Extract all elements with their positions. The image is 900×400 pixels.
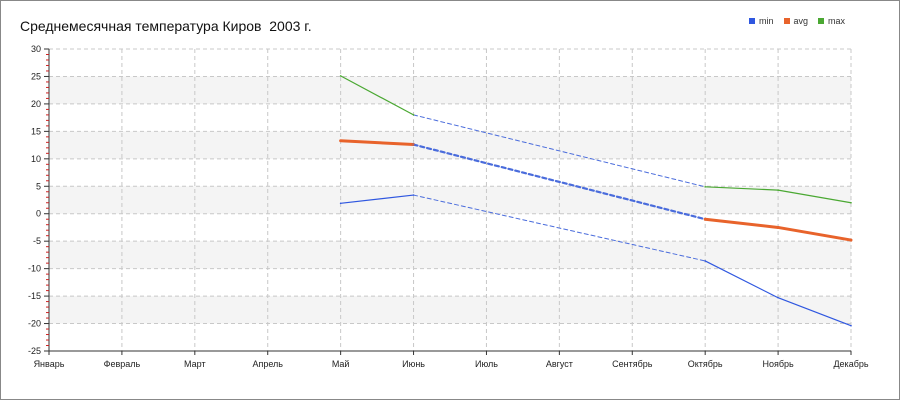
legend-label-avg: avg bbox=[793, 16, 809, 26]
x-tick-label: Октябрь bbox=[688, 359, 723, 369]
series-max-point bbox=[704, 186, 706, 188]
x-tick-label: Июнь bbox=[402, 359, 425, 369]
x-tick-label: Март bbox=[184, 359, 206, 369]
series-max-point bbox=[339, 75, 342, 77]
y-tick-label: -15 bbox=[28, 291, 41, 301]
series-min-point bbox=[339, 202, 342, 205]
grid-band bbox=[49, 186, 851, 214]
legend-item-min: min bbox=[749, 16, 774, 26]
y-tick-label: -20 bbox=[28, 319, 41, 329]
series-min-point bbox=[777, 296, 779, 299]
y-tick-label: -25 bbox=[28, 346, 41, 356]
series-min-segment bbox=[704, 260, 779, 299]
y-tick-label: 15 bbox=[31, 126, 41, 136]
series-min-segment bbox=[413, 194, 706, 262]
series-avg-point bbox=[339, 139, 342, 142]
x-tick-label: Апрель bbox=[252, 359, 283, 369]
series-min-segment bbox=[340, 194, 415, 204]
series-max-point bbox=[850, 201, 852, 204]
series-min-point bbox=[412, 194, 415, 196]
x-tick-label: Ноябрь bbox=[762, 359, 794, 369]
y-tick-label: -10 bbox=[28, 264, 41, 274]
x-tick-label: Август bbox=[546, 359, 573, 369]
legend-swatch-min bbox=[749, 18, 755, 24]
y-tick-label: -5 bbox=[33, 236, 41, 246]
series-avg-point bbox=[412, 143, 415, 146]
series-max-segment bbox=[777, 189, 852, 204]
legend-label-min: min bbox=[759, 16, 774, 26]
x-tick-label: Сентябрь bbox=[612, 359, 653, 369]
series-avg-segment bbox=[776, 225, 853, 242]
y-tick-label: 20 bbox=[31, 99, 41, 109]
series-avg-point bbox=[704, 218, 706, 221]
series-max-segment bbox=[413, 114, 706, 188]
series-min-segment bbox=[777, 297, 852, 327]
x-tick-label: Июль bbox=[475, 359, 498, 369]
legend-swatch-max bbox=[818, 18, 825, 24]
grid-band bbox=[49, 76, 851, 104]
series-min-point bbox=[704, 260, 706, 262]
series-avg-segment bbox=[703, 217, 780, 229]
series-max-segment bbox=[340, 75, 415, 116]
x-tick-label: Май bbox=[332, 359, 350, 369]
x-tick-label: Февраль bbox=[104, 359, 141, 369]
chart-title: Среднемесячная температура Киров 2003 г. bbox=[20, 18, 312, 34]
legend-item-max: max bbox=[818, 16, 845, 26]
y-tick-label: 30 bbox=[31, 44, 41, 54]
series-min-point bbox=[850, 324, 852, 327]
series-max-segment bbox=[704, 186, 779, 191]
chart-legend: min avg max bbox=[749, 16, 845, 26]
x-tick-label: Декабрь bbox=[833, 359, 868, 369]
y-tick-label: 10 bbox=[31, 154, 41, 164]
series-avg-segment bbox=[339, 139, 416, 147]
series-max-point bbox=[777, 189, 779, 191]
series-avg-segment bbox=[412, 143, 707, 221]
grid-band bbox=[49, 296, 851, 324]
legend-item-avg: avg bbox=[783, 16, 809, 26]
y-tick-label: 0 bbox=[36, 209, 41, 219]
series-avg-point bbox=[777, 226, 779, 229]
series-max-point bbox=[412, 114, 415, 116]
legend-label-max: max bbox=[828, 16, 846, 26]
grid-band bbox=[49, 241, 851, 269]
legend-swatch-avg bbox=[783, 18, 790, 24]
y-tick-label: 5 bbox=[36, 181, 41, 191]
series-avg-point bbox=[850, 239, 852, 241]
x-tick-label: Январь bbox=[34, 359, 65, 369]
y-tick-label: 25 bbox=[31, 71, 41, 81]
